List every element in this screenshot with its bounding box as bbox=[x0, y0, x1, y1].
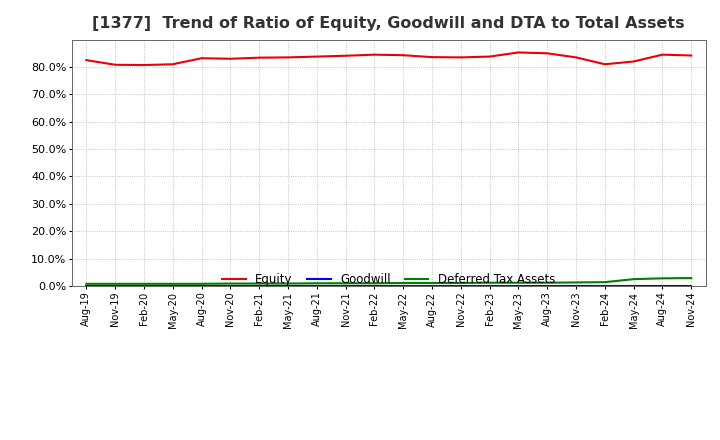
Goodwill bbox=[370, 283, 379, 289]
Goodwill bbox=[82, 283, 91, 289]
Goodwill bbox=[226, 283, 235, 289]
Equity bbox=[572, 55, 580, 60]
Equity bbox=[82, 58, 91, 63]
Equity bbox=[255, 55, 264, 60]
Goodwill bbox=[485, 283, 494, 289]
Equity bbox=[226, 56, 235, 62]
Goodwill bbox=[341, 283, 350, 289]
Legend: Equity, Goodwill, Deferred Tax Assets: Equity, Goodwill, Deferred Tax Assets bbox=[217, 268, 560, 291]
Deferred Tax Assets bbox=[111, 281, 120, 286]
Goodwill bbox=[572, 283, 580, 289]
Goodwill bbox=[111, 283, 120, 289]
Equity bbox=[543, 51, 552, 56]
Deferred Tax Assets bbox=[687, 275, 696, 281]
Equity bbox=[629, 59, 638, 64]
Line: Equity: Equity bbox=[86, 52, 691, 65]
Equity bbox=[341, 53, 350, 59]
Goodwill bbox=[284, 283, 292, 289]
Equity bbox=[399, 52, 408, 58]
Deferred Tax Assets bbox=[485, 280, 494, 286]
Equity bbox=[284, 55, 292, 60]
Line: Deferred Tax Assets: Deferred Tax Assets bbox=[86, 278, 691, 284]
Deferred Tax Assets bbox=[140, 281, 148, 286]
Deferred Tax Assets bbox=[284, 281, 292, 286]
Equity bbox=[485, 54, 494, 59]
Equity bbox=[312, 54, 321, 59]
Equity bbox=[514, 50, 523, 55]
Goodwill bbox=[456, 283, 465, 289]
Equity bbox=[658, 52, 667, 57]
Equity bbox=[370, 52, 379, 57]
Deferred Tax Assets bbox=[456, 280, 465, 286]
Goodwill bbox=[312, 283, 321, 289]
Goodwill bbox=[658, 283, 667, 289]
Deferred Tax Assets bbox=[82, 281, 91, 286]
Deferred Tax Assets bbox=[399, 280, 408, 286]
Deferred Tax Assets bbox=[197, 281, 206, 286]
Equity bbox=[428, 55, 436, 60]
Equity bbox=[687, 53, 696, 58]
Deferred Tax Assets bbox=[341, 281, 350, 286]
Deferred Tax Assets bbox=[312, 281, 321, 286]
Equity bbox=[456, 55, 465, 60]
Goodwill bbox=[140, 283, 148, 289]
Goodwill bbox=[600, 283, 609, 289]
Deferred Tax Assets bbox=[226, 281, 235, 286]
Deferred Tax Assets bbox=[572, 280, 580, 285]
Deferred Tax Assets bbox=[370, 281, 379, 286]
Goodwill bbox=[399, 283, 408, 289]
Deferred Tax Assets bbox=[168, 281, 177, 286]
Goodwill bbox=[197, 283, 206, 289]
Deferred Tax Assets bbox=[514, 280, 523, 286]
Deferred Tax Assets bbox=[600, 279, 609, 285]
Deferred Tax Assets bbox=[629, 276, 638, 282]
Goodwill bbox=[168, 283, 177, 289]
Goodwill bbox=[629, 283, 638, 289]
Goodwill bbox=[687, 283, 696, 289]
Title: [1377]  Trend of Ratio of Equity, Goodwill and DTA to Total Assets: [1377] Trend of Ratio of Equity, Goodwil… bbox=[92, 16, 685, 32]
Deferred Tax Assets bbox=[428, 280, 436, 286]
Goodwill bbox=[255, 283, 264, 289]
Deferred Tax Assets bbox=[543, 280, 552, 286]
Goodwill bbox=[514, 283, 523, 289]
Equity bbox=[168, 62, 177, 67]
Deferred Tax Assets bbox=[658, 276, 667, 281]
Goodwill bbox=[543, 283, 552, 289]
Goodwill bbox=[428, 283, 436, 289]
Equity bbox=[197, 55, 206, 61]
Equity bbox=[600, 62, 609, 67]
Equity bbox=[140, 62, 148, 68]
Deferred Tax Assets bbox=[255, 281, 264, 286]
Equity bbox=[111, 62, 120, 67]
